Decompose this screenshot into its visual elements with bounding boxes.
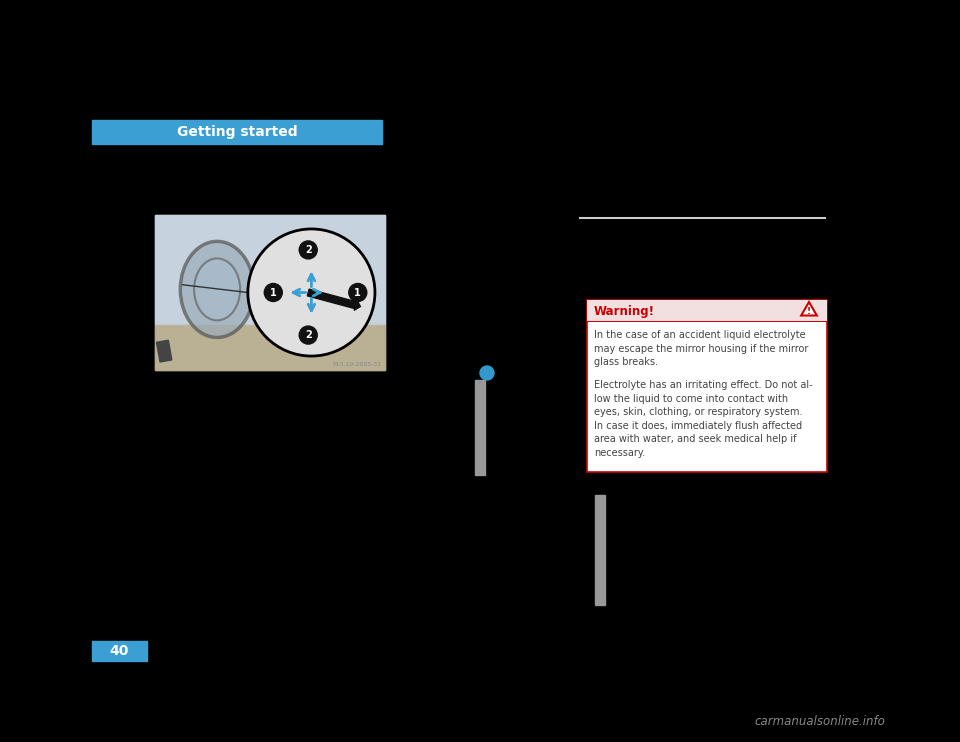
Polygon shape [802, 302, 817, 315]
Text: 2: 2 [305, 330, 312, 340]
Text: 1: 1 [354, 287, 361, 298]
Circle shape [264, 283, 282, 301]
Bar [587, 300, 827, 322]
Ellipse shape [194, 258, 240, 321]
Bar [587, 300, 827, 472]
Text: !: ! [807, 307, 811, 317]
FancyArrow shape [307, 289, 360, 310]
Bar [155, 324, 385, 370]
Text: 40: 40 [109, 644, 130, 658]
Circle shape [348, 283, 367, 301]
Bar [475, 380, 485, 475]
Ellipse shape [180, 241, 253, 338]
Circle shape [248, 229, 375, 356]
Bar [92, 641, 147, 661]
Bar [92, 120, 382, 144]
Text: In the case of an accident liquid electrolyte
may escape the mirror housing if t: In the case of an accident liquid electr… [594, 330, 808, 367]
Bar [155, 215, 385, 324]
Circle shape [300, 326, 317, 344]
Text: P13.10-2085-31: P13.10-2085-31 [333, 362, 382, 367]
Text: Warning!: Warning! [594, 304, 655, 318]
Bar [155, 215, 385, 370]
Bar [587, 321, 827, 322]
Text: Getting started: Getting started [177, 125, 298, 139]
Text: 1: 1 [270, 287, 276, 298]
Bar [595, 495, 605, 605]
Circle shape [300, 241, 317, 259]
Text: 2: 2 [305, 245, 312, 255]
Text: carmanualsonline.info: carmanualsonline.info [755, 715, 885, 728]
Circle shape [480, 366, 494, 380]
Text: Electrolyte has an irritating effect. Do not al-
low the liquid to come into con: Electrolyte has an irritating effect. Do… [594, 380, 812, 458]
Bar [156, 341, 172, 362]
